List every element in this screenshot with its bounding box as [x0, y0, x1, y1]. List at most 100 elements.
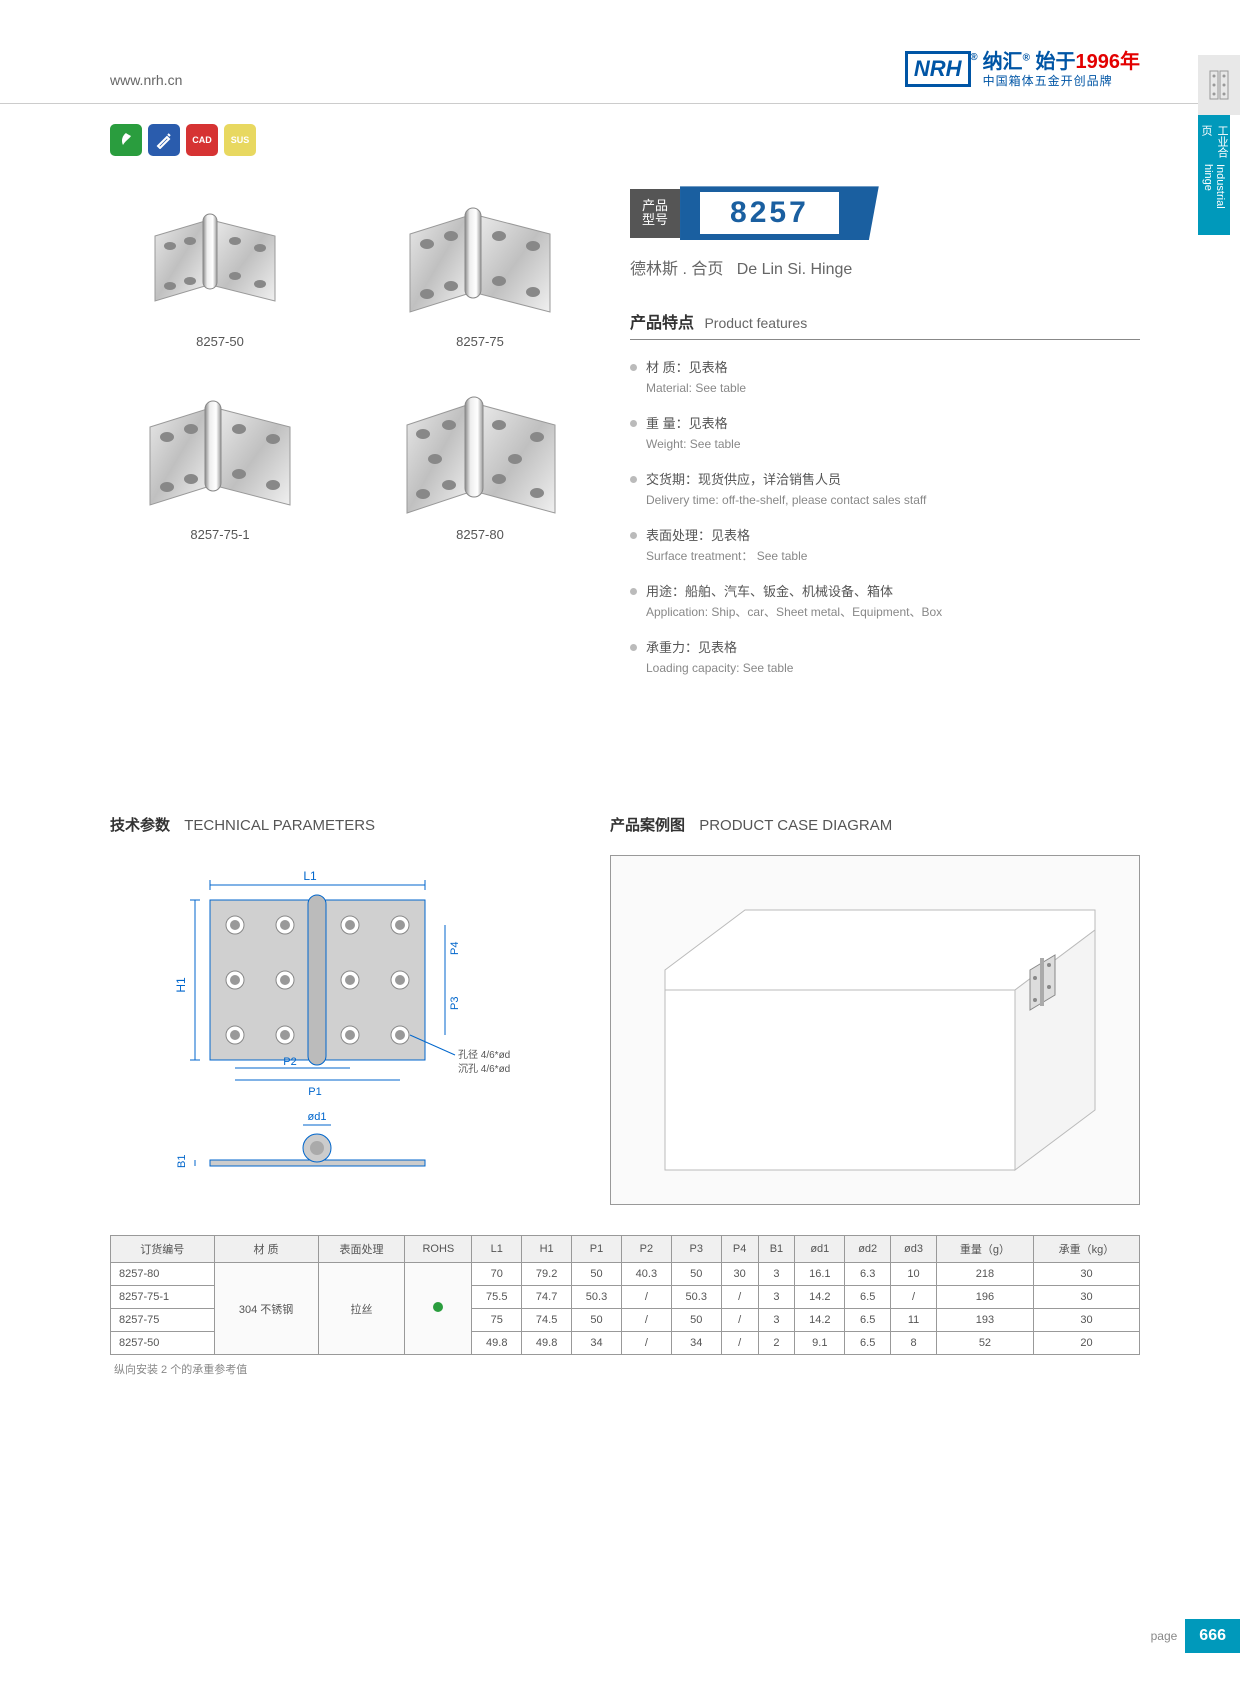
model-subtitle: 德林斯 . 合页 De Lin Si. Hinge: [630, 255, 1140, 279]
svg-text:P1: P1: [308, 1086, 321, 1098]
model-badge: 产品 型号 8257: [630, 186, 1140, 240]
feature-item: 承重力：见表格Loading capacity: See table: [630, 638, 1140, 678]
case-title-en: PRODUCT CASE DIAGRAM: [699, 817, 892, 834]
page-number: 666: [1185, 1619, 1240, 1653]
features-title: 产品特点 Product features: [630, 309, 1140, 340]
spec-table: 订货编号材 质表面处理ROHSL1H1P1P2P3P4B1ød1ød2ød3重量…: [110, 1235, 1140, 1355]
table-body: 8257-80304 不锈钢拉丝7079.25040.35030316.16.3…: [111, 1263, 1140, 1355]
hinge-image-icon: [395, 186, 565, 326]
table-note: 纵向安装 2 个的承重参考值: [110, 1361, 1140, 1377]
svg-text:P3: P3: [449, 997, 461, 1010]
svg-text:P2: P2: [283, 1056, 296, 1068]
case-title: 产品案例图 PRODUCT CASE DIAGRAM: [610, 814, 1140, 835]
table-header: P4: [721, 1236, 758, 1263]
cell-surface: 拉丝: [318, 1263, 405, 1355]
cell-code: 8257-75: [111, 1309, 215, 1332]
svg-text:ød1: ød1: [308, 1111, 327, 1123]
feature-item: 表面处理：见表格Surface treatment： See table: [630, 526, 1140, 566]
product-item: 8257-75: [370, 186, 590, 349]
info-column: 产品 型号 8257 德林斯 . 合页 De Lin Si. Hinge 产品特…: [630, 186, 1140, 694]
cell-rohs: [405, 1263, 472, 1355]
table-header: P3: [671, 1236, 721, 1263]
model-number: 8257: [700, 192, 839, 234]
cell-code: 8257-80: [111, 1263, 215, 1286]
products-column: 8257-50 8257-75 8257-75-1 8257-80: [110, 186, 590, 694]
brand-text: 纳汇® 始于1996年 中国箱体五金开创品牌: [983, 50, 1140, 88]
side-tab-icon: [1198, 55, 1240, 115]
feature-cn: 表面处理：见表格: [646, 526, 1140, 547]
feature-en: Material: See table: [646, 379, 1140, 398]
table-header: ROHS: [405, 1236, 472, 1263]
product-item: 8257-50: [110, 186, 330, 349]
model-sub-cn: 德林斯 . 合页: [630, 261, 723, 278]
table-header: 重量（g）: [936, 1236, 1033, 1263]
cad-badge-icon: CAD: [186, 124, 218, 156]
tech-column: 技术参数 TECHNICAL PARAMETERS: [110, 814, 550, 1205]
feature-en: Surface treatment： See table: [646, 547, 1140, 566]
hinge-image-icon: [135, 186, 305, 326]
feature-item: 交货期：现货供应，详洽销售人员Delivery time: off-the-sh…: [630, 470, 1140, 510]
case-title-cn: 产品案例图: [610, 817, 685, 834]
feature-en: Application: Ship、car、Sheet metal、Equipm…: [646, 603, 1140, 622]
tech-title-cn: 技术参数: [110, 817, 170, 834]
product-item: 8257-80: [370, 379, 590, 542]
brand-since: 始于: [1036, 51, 1076, 73]
eco-badge-icon: [110, 124, 142, 156]
features-title-en: Product features: [704, 315, 807, 331]
feature-cn: 用途：船舶、汽车、钣金、机械设备、箱体: [646, 582, 1140, 603]
feature-cn: 承重力：见表格: [646, 638, 1140, 659]
cell-code: 8257-75-1: [111, 1286, 215, 1309]
table-header: P1: [572, 1236, 622, 1263]
hinge-image-icon: [395, 379, 565, 519]
svg-text:P4: P4: [449, 942, 461, 955]
product-label: 8257-75-1: [190, 527, 249, 542]
rohs-dot-icon: [433, 1302, 443, 1312]
features-title-cn: 产品特点: [630, 315, 694, 332]
feature-cn: 交货期：现货供应，详洽销售人员: [646, 470, 1140, 491]
side-tab-en: Industrial hinge: [1202, 164, 1226, 225]
tools-badge-icon: [148, 124, 180, 156]
brand-cn-line: 纳汇® 始于1996年: [983, 50, 1140, 74]
feature-cn: 材 质：见表格: [646, 358, 1140, 379]
svg-text:孔径 4/6*ød2: 孔径 4/6*ød2: [458, 1048, 510, 1061]
brand-subtitle: 中国箱体五金开创品牌: [983, 74, 1140, 88]
product-label: 8257-75: [456, 334, 504, 349]
table-header-row: 订货编号材 质表面处理ROHSL1H1P1P2P3P4B1ød1ød2ød3重量…: [111, 1236, 1140, 1263]
feature-en: Weight: See table: [646, 435, 1140, 454]
table-header: 材 质: [214, 1236, 318, 1263]
side-tab-cn: 工业合页: [1198, 125, 1230, 161]
tech-title-en: TECHNICAL PARAMETERS: [184, 817, 375, 834]
svg-text:沉孔 4/6*ød3: 沉孔 4/6*ød3: [458, 1062, 510, 1075]
model-sub-en: De Lin Si. Hinge: [737, 261, 853, 278]
product-label: 8257-50: [196, 334, 244, 349]
product-label: 8257-80: [456, 527, 504, 542]
feature-en: Delivery time: off-the-shelf, please con…: [646, 491, 1140, 510]
brand-block: NRH 纳汇® 始于1996年 中国箱体五金开创品牌: [905, 50, 1140, 88]
lower-columns: 技术参数 TECHNICAL PARAMETERS: [110, 814, 1140, 1205]
svg-text:B1: B1: [176, 1155, 188, 1168]
main-content: 8257-50 8257-75 8257-75-1 8257-80: [0, 156, 1240, 694]
cell-code: 8257-50: [111, 1332, 215, 1355]
features-list: 材 质：见表格Material: See table 重 量：见表格Weight:…: [630, 358, 1140, 678]
model-label-2: 型号: [642, 213, 668, 227]
tech-title: 技术参数 TECHNICAL PARAMETERS: [110, 814, 550, 835]
table-header: P2: [621, 1236, 671, 1263]
badge-row: CAD SUS: [0, 104, 1240, 156]
table-row: 8257-80304 不锈钢拉丝7079.25040.35030316.16.3…: [111, 1263, 1140, 1286]
feature-item: 重 量：见表格Weight: See table: [630, 414, 1140, 454]
product-item: 8257-75-1: [110, 379, 330, 542]
svg-text:H1: H1: [174, 977, 188, 993]
nrh-logo: NRH: [905, 51, 971, 87]
table-header: 承重（kg）: [1033, 1236, 1139, 1263]
feature-en: Loading capacity: See table: [646, 659, 1140, 678]
table-header: 订货编号: [111, 1236, 215, 1263]
products-grid: 8257-50 8257-75 8257-75-1 8257-80: [110, 186, 590, 542]
brand-year: 1996年: [1076, 51, 1141, 73]
table-header: ød3: [891, 1236, 937, 1263]
model-label-1: 产品: [642, 199, 668, 213]
svg-text:L1: L1: [303, 869, 317, 883]
brand-name: 纳汇: [983, 51, 1023, 73]
table-header: 表面处理: [318, 1236, 405, 1263]
table-header: H1: [522, 1236, 572, 1263]
table-header: L1: [472, 1236, 522, 1263]
